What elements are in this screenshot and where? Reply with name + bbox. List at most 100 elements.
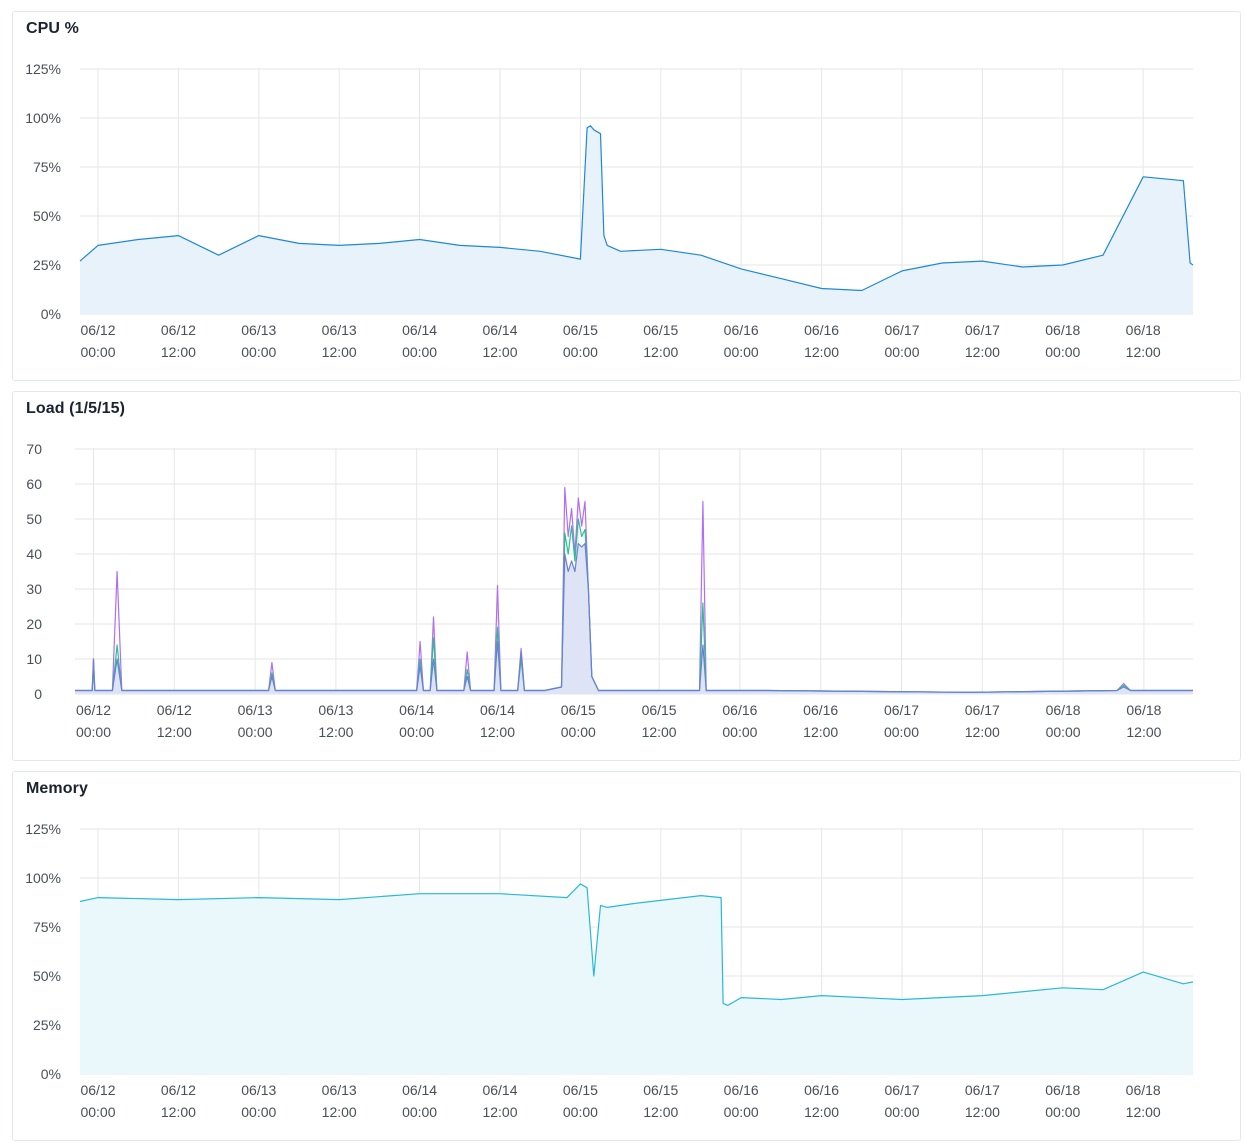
cpu-y-tick-label: 100% (25, 110, 61, 126)
memory-y-tick-label: 25% (33, 1017, 61, 1033)
load-y-tick-label: 40 (26, 546, 42, 562)
load-y-tick-label: 10 (26, 651, 42, 667)
cpu-y-tick-label: 75% (33, 159, 61, 175)
load-x-tick-time: 00:00 (884, 724, 919, 740)
load-x-tick-time: 00:00 (561, 724, 596, 740)
memory-x-tick-time: 00:00 (563, 1104, 598, 1120)
memory-x-tick-date: 06/12 (161, 1082, 196, 1098)
load-y-tick-label: 20 (26, 616, 42, 632)
cpu-x-tick-time: 12:00 (965, 344, 1000, 360)
memory-series-line (79, 883, 1194, 1006)
memory-x-tick-time: 00:00 (884, 1104, 919, 1120)
cpu-series-line (79, 125, 1194, 292)
memory-x-tick-time: 12:00 (482, 1104, 517, 1120)
load-x-tick-time: 00:00 (238, 724, 273, 740)
cpu-x-tick-date: 06/17 (965, 322, 1000, 338)
cpu-y-tick-label: 25% (33, 257, 61, 273)
load-x-tick-date: 06/12 (76, 702, 111, 718)
load-x-tick-time: 00:00 (1046, 724, 1081, 740)
memory-x-tick-date: 06/13 (241, 1082, 276, 1098)
memory-x-tick-time: 00:00 (80, 1104, 115, 1120)
memory-x-tick-date: 06/17 (965, 1082, 1000, 1098)
memory-y-tick-label: 75% (33, 919, 61, 935)
cpu-x-tick-date: 06/15 (643, 322, 678, 338)
load-y-tick-label: 30 (26, 581, 42, 597)
cpu-x-tick-date: 06/18 (1126, 322, 1161, 338)
memory-y-tick-label: 125% (25, 821, 61, 837)
cpu-x-tick-date: 06/17 (884, 322, 919, 338)
load-x-tick-time: 00:00 (722, 724, 757, 740)
cpu-area-fill (80, 125, 1193, 314)
load-x-tick-time: 12:00 (1126, 724, 1161, 740)
cpu-chart: 0% 25% 50% 75% 100% 125% 06/12 00:00 06/12 12:00 0… (25, 61, 1194, 360)
load-x-tick-time: 12:00 (642, 724, 677, 740)
cpu-x-tick-time: 00:00 (80, 344, 115, 360)
load-y-tick-label: 0 (34, 686, 42, 702)
memory-x-tick-time: 12:00 (965, 1104, 1000, 1120)
load-x-tick-time: 12:00 (803, 724, 838, 740)
memory-x-tick-time: 00:00 (241, 1104, 276, 1120)
memory-x-tick-date: 06/18 (1045, 1082, 1080, 1098)
load-x-tick-date: 06/18 (1126, 702, 1161, 718)
memory-x-tick-date: 06/12 (80, 1082, 115, 1098)
load-series-line-15 (75, 542, 1193, 693)
cpu-x-tick-date: 06/15 (563, 322, 598, 338)
load-x-tick-time: 12:00 (480, 724, 515, 740)
memory-x-tick-date: 06/16 (724, 1082, 759, 1098)
load-area-fill (75, 543, 1193, 694)
memory-chart: 0% 25% 50% 75% 100% 125% 06/12 00:00 06/12 12:00 0… (25, 821, 1194, 1120)
cpu-x-tick-date: 06/12 (161, 322, 196, 338)
cpu-x-tick-time: 00:00 (724, 344, 759, 360)
memory-x-tick-date: 06/14 (482, 1082, 517, 1098)
memory-x-tick-date: 06/15 (643, 1082, 678, 1098)
cpu-x-tick-time: 12:00 (482, 344, 517, 360)
memory-x-tick-time: 00:00 (402, 1104, 437, 1120)
cpu-x-tick-time: 12:00 (161, 344, 196, 360)
cpu-x-tick-time: 12:00 (804, 344, 839, 360)
load-x-tick-date: 06/15 (642, 702, 677, 718)
memory-y-tick-label: 50% (33, 968, 61, 984)
load-x-tick-date: 06/17 (884, 702, 919, 718)
cpu-chart-title: CPU % (26, 20, 79, 37)
memory-x-tick-date: 06/18 (1126, 1082, 1161, 1098)
memory-x-tick-date: 06/15 (563, 1082, 598, 1098)
memory-panel: Memory 0% 25% 50% 75% 100% 125% 06/12 00:00 06/1… (12, 771, 1241, 1141)
cpu-x-tick-date: 06/13 (241, 322, 276, 338)
load-series-line-5 (75, 518, 1193, 693)
load-x-tick-date: 06/15 (561, 702, 596, 718)
cpu-x-tick-time: 12:00 (643, 344, 678, 360)
cpu-x-tick-date: 06/13 (322, 322, 357, 338)
load-series-line-1 (75, 486, 1193, 693)
memory-area-fill (80, 883, 1193, 1074)
memory-y-tick-label: 0% (41, 1066, 61, 1082)
cpu-x-tick-date: 06/14 (402, 322, 437, 338)
load-x-tick-time: 12:00 (318, 724, 353, 740)
load-x-tick-time: 12:00 (965, 724, 1000, 740)
memory-x-tick-time: 12:00 (804, 1104, 839, 1120)
memory-x-tick-date: 06/13 (322, 1082, 357, 1098)
memory-chart-title: Memory (26, 780, 88, 797)
cpu-x-tick-time: 12:00 (322, 344, 357, 360)
memory-x-tick-time: 12:00 (1126, 1104, 1161, 1120)
cpu-panel: CPU % 0% 25% 50% 75% 100% 125% 06/12 00:00 06/12… (12, 11, 1241, 381)
cpu-y-tick-label: 0% (41, 306, 61, 322)
memory-x-tick-date: 06/17 (884, 1082, 919, 1098)
load-x-tick-date: 06/14 (480, 702, 515, 718)
memory-x-tick-time: 00:00 (1045, 1104, 1080, 1120)
load-y-tick-label: 70 (26, 441, 42, 457)
cpu-x-tick-date: 06/16 (804, 322, 839, 338)
cpu-x-tick-date: 06/16 (724, 322, 759, 338)
load-x-tick-date: 06/17 (965, 702, 1000, 718)
load-x-tick-date: 06/13 (318, 702, 353, 718)
memory-x-tick-date: 06/16 (804, 1082, 839, 1098)
cpu-y-tick-label: 50% (33, 208, 61, 224)
memory-x-tick-date: 06/14 (402, 1082, 437, 1098)
cpu-x-tick-time: 00:00 (402, 344, 437, 360)
load-x-tick-date: 06/16 (803, 702, 838, 718)
cpu-x-tick-date: 06/18 (1045, 322, 1080, 338)
load-panel: Load (1/5/15) 0 10 20 30 40 50 60 70 06/12 00:00 0… (12, 391, 1241, 761)
load-x-tick-date: 06/16 (722, 702, 757, 718)
memory-x-tick-time: 12:00 (643, 1104, 678, 1120)
load-x-tick-time: 12:00 (157, 724, 192, 740)
memory-x-tick-time: 00:00 (724, 1104, 759, 1120)
